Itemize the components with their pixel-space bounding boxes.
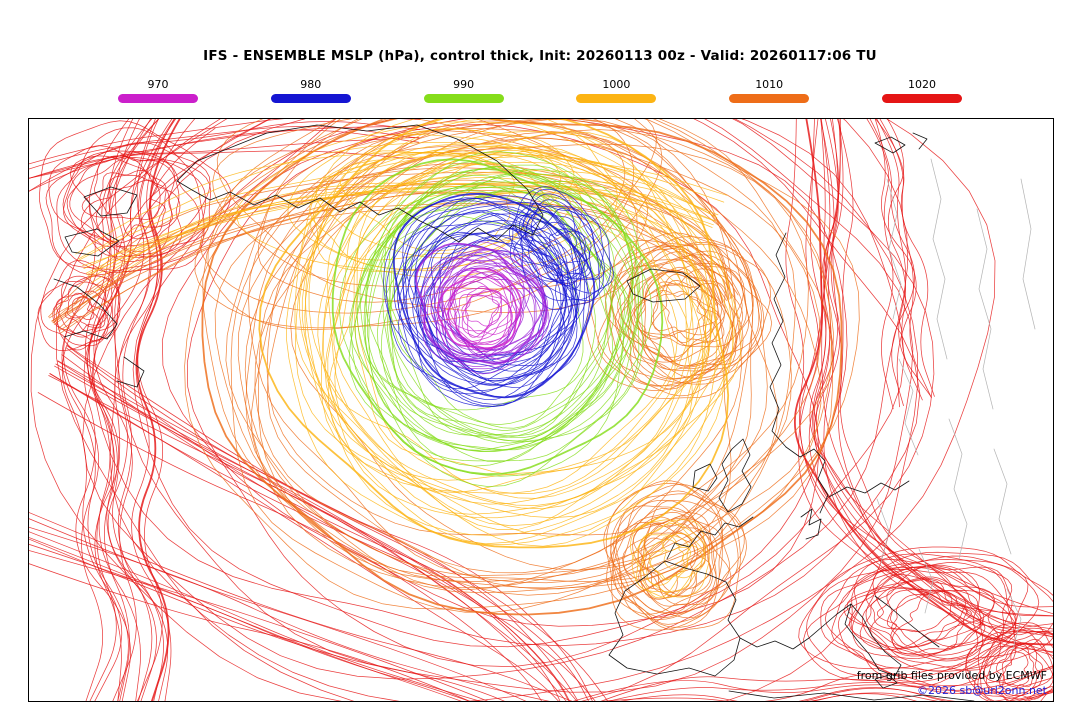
- legend-item: 1000: [576, 78, 657, 103]
- legend-bar: [729, 94, 810, 103]
- legend-item: 1020: [881, 78, 962, 103]
- legend: 970 980 990 1000 1010 1020: [118, 78, 962, 103]
- legend-bar: [576, 94, 657, 103]
- legend-bar: [423, 94, 504, 103]
- legend-item: 990: [423, 78, 504, 103]
- chart-title: IFS - ENSEMBLE MSLP (hPa), control thick…: [203, 48, 877, 64]
- legend-item: 980: [270, 78, 351, 103]
- credits: from grib files provided by ECMWF ©2026 …: [857, 668, 1047, 698]
- legend-bar: [270, 94, 351, 103]
- legend-label: 970: [147, 78, 169, 91]
- legend-label: 980: [300, 78, 322, 91]
- legend-item: 970: [118, 78, 198, 103]
- legend-label: 1010: [755, 78, 784, 91]
- ensemble-pressure-map: from grib files provided by ECMWF ©2026 …: [28, 118, 1054, 702]
- legend-label: 1020: [907, 78, 936, 91]
- legend-label: 1000: [602, 78, 631, 91]
- map-canvas: [29, 119, 1053, 701]
- legend-bar: [881, 94, 962, 103]
- credits-copyright-link[interactable]: ©2026 sb@url2onn.net: [917, 684, 1047, 697]
- legend-item: 1010: [729, 78, 810, 103]
- legend-bar: [118, 94, 198, 103]
- legend-label: 990: [453, 78, 475, 91]
- credits-source: from grib files provided by ECMWF: [856, 669, 1047, 682]
